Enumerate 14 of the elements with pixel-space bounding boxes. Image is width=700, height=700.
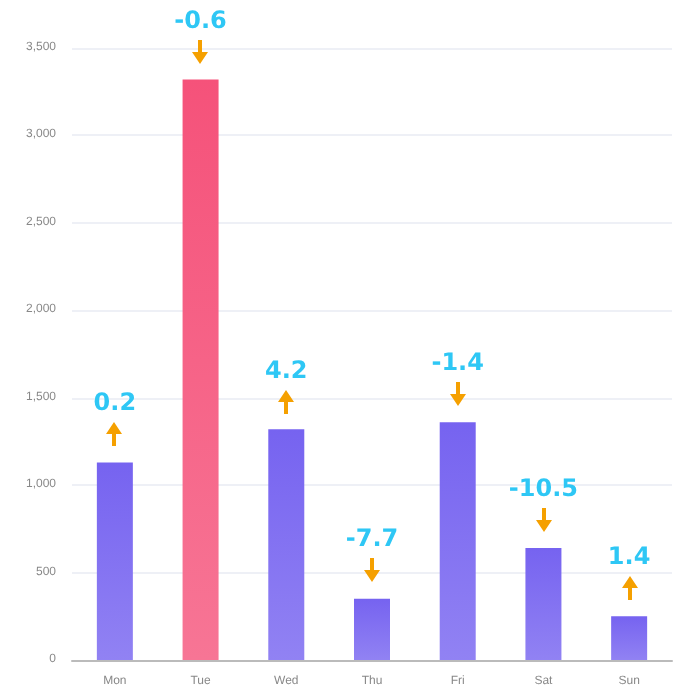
bar	[525, 548, 562, 660]
bar	[268, 429, 305, 660]
annotation: -7.7	[345, 524, 399, 553]
annotation: 4.2	[265, 355, 308, 384]
bar	[182, 79, 219, 660]
bar	[96, 462, 133, 660]
annotation: -10.5	[508, 474, 578, 503]
bar	[439, 422, 476, 660]
annotation: 0.2	[93, 388, 137, 417]
bar	[354, 598, 390, 660]
bar	[611, 616, 648, 660]
annotation: -0.6	[174, 5, 227, 34]
annotation: -1.4	[431, 348, 484, 377]
annotation: 1.4	[607, 542, 651, 571]
